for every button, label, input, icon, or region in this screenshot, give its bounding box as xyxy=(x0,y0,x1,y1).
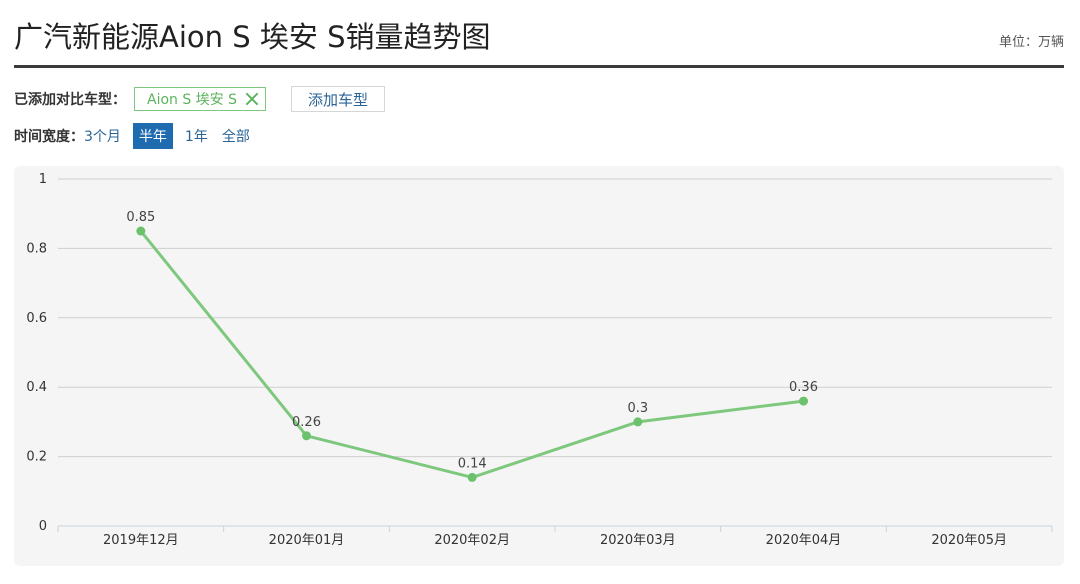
y-tick-label: 1 xyxy=(39,172,47,187)
compare-row: 已添加对比车型： Aion S 埃安 S 添加车型 xyxy=(14,86,386,112)
data-point xyxy=(302,431,311,441)
data-label: 0.26 xyxy=(292,415,321,430)
add-model-button[interactable]: 添加车型 xyxy=(291,86,386,112)
time-range-label: 时间宽度： xyxy=(14,129,84,145)
range-option-all[interactable]: 全部 xyxy=(221,129,250,145)
y-tick-label: 0.8 xyxy=(26,241,47,256)
x-tick-label: 2020年02月 xyxy=(434,533,510,548)
x-tick-label: 2020年05月 xyxy=(931,533,1007,548)
y-tick-label: 0.2 xyxy=(26,450,47,465)
y-tick-label: 0 xyxy=(39,519,47,534)
data-label: 0.3 xyxy=(627,401,648,416)
time-range-row: 时间宽度： 3个月 半年 1年 全部 xyxy=(14,123,258,149)
data-point xyxy=(136,226,146,236)
sales-trend-chart: 0 0.2 0.4 0.6 0.8 1 2019年12月 2020年01月 2020年02月 20… xyxy=(26,172,1053,548)
close-icon[interactable] xyxy=(245,92,259,106)
range-option-3-months[interactable]: 3个月 xyxy=(84,129,121,145)
unit-label: 单位：万辆 xyxy=(998,35,1064,50)
compare-label: 已添加对比车型： xyxy=(14,92,126,108)
x-tick-label: 2019年12月 xyxy=(103,533,179,548)
data-point xyxy=(799,396,808,406)
page-title: 广汽新能源Aion S 埃安 S销量趋势图 xyxy=(14,20,491,54)
y-tick-label: 0.6 xyxy=(26,311,47,326)
data-label: 0.85 xyxy=(126,210,155,225)
range-option-half-year[interactable]: 半年 xyxy=(132,123,173,149)
title-divider xyxy=(14,65,1064,68)
x-tick-label: 2020年03月 xyxy=(600,533,676,548)
data-label: 0.14 xyxy=(458,456,487,471)
data-point xyxy=(467,472,477,482)
y-tick-label: 0.4 xyxy=(26,380,47,395)
chart-panel: 0 0.2 0.4 0.6 0.8 1 2019年12月 2020年01月 2020年02月 20… xyxy=(14,166,1064,566)
x-tick-label: 2020年01月 xyxy=(269,533,345,548)
data-label: 0.36 xyxy=(789,380,818,395)
range-option-1-year[interactable]: 1年 xyxy=(184,129,208,145)
data-point xyxy=(633,417,643,427)
x-tick-label: 2020年04月 xyxy=(766,533,842,548)
selected-model-name: Aion S 埃安 S xyxy=(147,92,238,108)
series-line xyxy=(139,230,804,479)
selected-model-tag[interactable]: Aion S 埃安 S xyxy=(134,87,267,111)
